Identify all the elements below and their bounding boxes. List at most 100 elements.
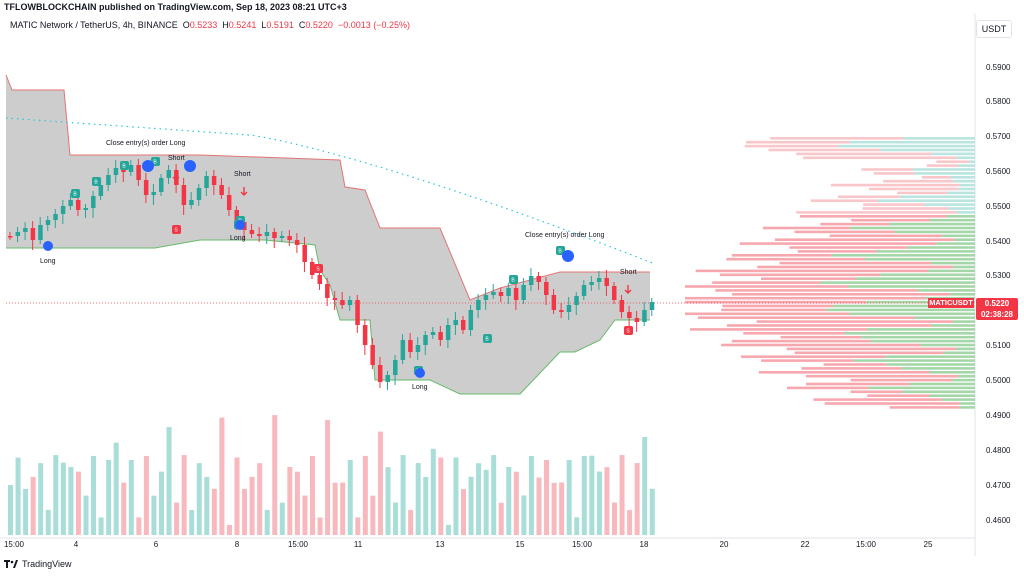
buy-marker-icon xyxy=(483,334,492,343)
high-label: H xyxy=(222,20,229,30)
time-tick: 18 xyxy=(639,540,649,549)
last-price-value: 0.5220 xyxy=(984,299,1010,308)
volume-bar xyxy=(634,463,640,535)
long-annotation: Long xyxy=(40,258,56,265)
volume-profile-bar xyxy=(959,406,975,409)
volume-bar xyxy=(181,455,187,535)
volume-profile-bar xyxy=(850,390,903,394)
volume-bar xyxy=(310,455,315,535)
candle-body xyxy=(196,188,202,200)
volume-profile-bar xyxy=(789,246,907,249)
price-tick: 0.5800 xyxy=(986,97,1011,106)
candle-body xyxy=(166,170,172,178)
volume-bar xyxy=(53,455,59,535)
candle-body xyxy=(574,296,579,305)
volume-profile-bar xyxy=(952,378,975,382)
volume-bar xyxy=(15,457,21,535)
high-value: 0.5241 xyxy=(228,20,257,30)
bar-countdown: 02:38:28 xyxy=(980,310,1014,319)
volume-profile-bar xyxy=(830,183,960,187)
volume-bar xyxy=(287,467,293,535)
candle-body xyxy=(370,345,375,365)
volume-bar xyxy=(226,524,232,535)
short-annotation: Short xyxy=(168,155,185,162)
candle-body xyxy=(68,200,73,206)
volume-bar xyxy=(196,463,202,535)
volume-profile-bar xyxy=(956,156,975,160)
candle-body xyxy=(106,175,111,185)
candle-body xyxy=(438,332,443,340)
volume-profile-bar xyxy=(837,195,900,199)
candle-body xyxy=(445,325,451,340)
symbol-name[interactable]: MATIC Network / TetherUS, 4h, BINANCE xyxy=(10,20,178,30)
volume-profile-bar xyxy=(901,367,975,370)
volume-profile-bar xyxy=(849,140,975,144)
volume-profile-bar xyxy=(943,351,975,355)
volume-profile-bar xyxy=(958,187,975,191)
symbol-legend: MATIC Network / TetherUS, 4h, BINANCE O0… xyxy=(10,20,410,30)
volume-bar xyxy=(121,482,127,535)
candle-body xyxy=(642,310,647,322)
volume-profile-bar xyxy=(885,355,975,358)
time-tick: 15:00 xyxy=(287,540,309,549)
volume-profile-bar xyxy=(930,218,975,222)
candle-body xyxy=(581,285,587,296)
candle-body xyxy=(423,335,428,345)
candle-body xyxy=(430,332,436,335)
candle-body xyxy=(302,245,307,262)
candle-body xyxy=(498,292,504,296)
volume-bar xyxy=(45,509,51,535)
volume-bar xyxy=(528,455,534,535)
volume-profile-bar xyxy=(801,367,902,370)
volume-profile-bar xyxy=(794,351,944,355)
volume-profile-bar xyxy=(849,312,975,316)
candle-body xyxy=(521,285,526,300)
volume-profile-bar xyxy=(889,406,960,409)
volume-profile-bar xyxy=(957,374,975,378)
time-tick: 11 xyxy=(353,540,363,549)
buy-marker-icon-text: B xyxy=(94,180,98,186)
time-tick: 15:00 xyxy=(571,540,593,549)
price-tick: 0.5100 xyxy=(986,341,1011,350)
candle-body xyxy=(98,185,104,196)
volume-bar xyxy=(559,482,565,535)
volume-profile-bar xyxy=(695,269,929,273)
volume-profile-bar xyxy=(954,238,975,241)
volume-profile-bar xyxy=(726,257,866,261)
volume-bar xyxy=(8,485,13,535)
currency-selector[interactable]: USDT xyxy=(976,20,1012,38)
volume-bar xyxy=(159,471,164,535)
candle-body xyxy=(234,210,239,222)
volume-bar xyxy=(370,495,376,535)
volume-profile-bar xyxy=(757,265,953,269)
footer-brand[interactable]: TradingView xyxy=(4,559,72,569)
volume-profile-bar xyxy=(826,308,975,312)
volume-bar xyxy=(234,457,240,535)
volume-profile-bar xyxy=(761,359,855,362)
candle-body xyxy=(461,320,466,330)
volume-bar xyxy=(438,457,444,535)
volume-profile-bar xyxy=(745,140,850,144)
volume-profile-bar xyxy=(721,308,827,312)
price-axis[interactable]: 0.5900 0.5800 0.5700 0.5600 0.5500 0.540… xyxy=(960,45,1020,545)
long-entry-icon xyxy=(415,368,425,378)
volume-profile-bar xyxy=(936,160,969,163)
volume-profile-bar xyxy=(697,316,915,319)
candle-body xyxy=(204,176,209,188)
candle-body xyxy=(219,185,224,195)
candle-body xyxy=(8,236,13,238)
volume-profile-bar xyxy=(863,203,925,206)
volume-profile-bar xyxy=(796,152,933,156)
candle-body xyxy=(249,230,255,234)
volume-profile-bar xyxy=(849,226,975,230)
candle-body xyxy=(627,312,632,318)
short-annotation: Short xyxy=(620,269,637,276)
volume-bar xyxy=(589,455,595,535)
volume-profile-bar xyxy=(810,199,878,202)
price-tick: 0.5700 xyxy=(986,132,1011,141)
last-price-tag: 0.5220 02:38:28 xyxy=(976,298,1018,320)
volume-profile-bar xyxy=(732,293,951,296)
time-axis[interactable]: 15:00 4 6 8 15:00 11 13 15 15:00 18 20 2… xyxy=(0,538,975,554)
volume-profile-bar xyxy=(854,359,975,362)
